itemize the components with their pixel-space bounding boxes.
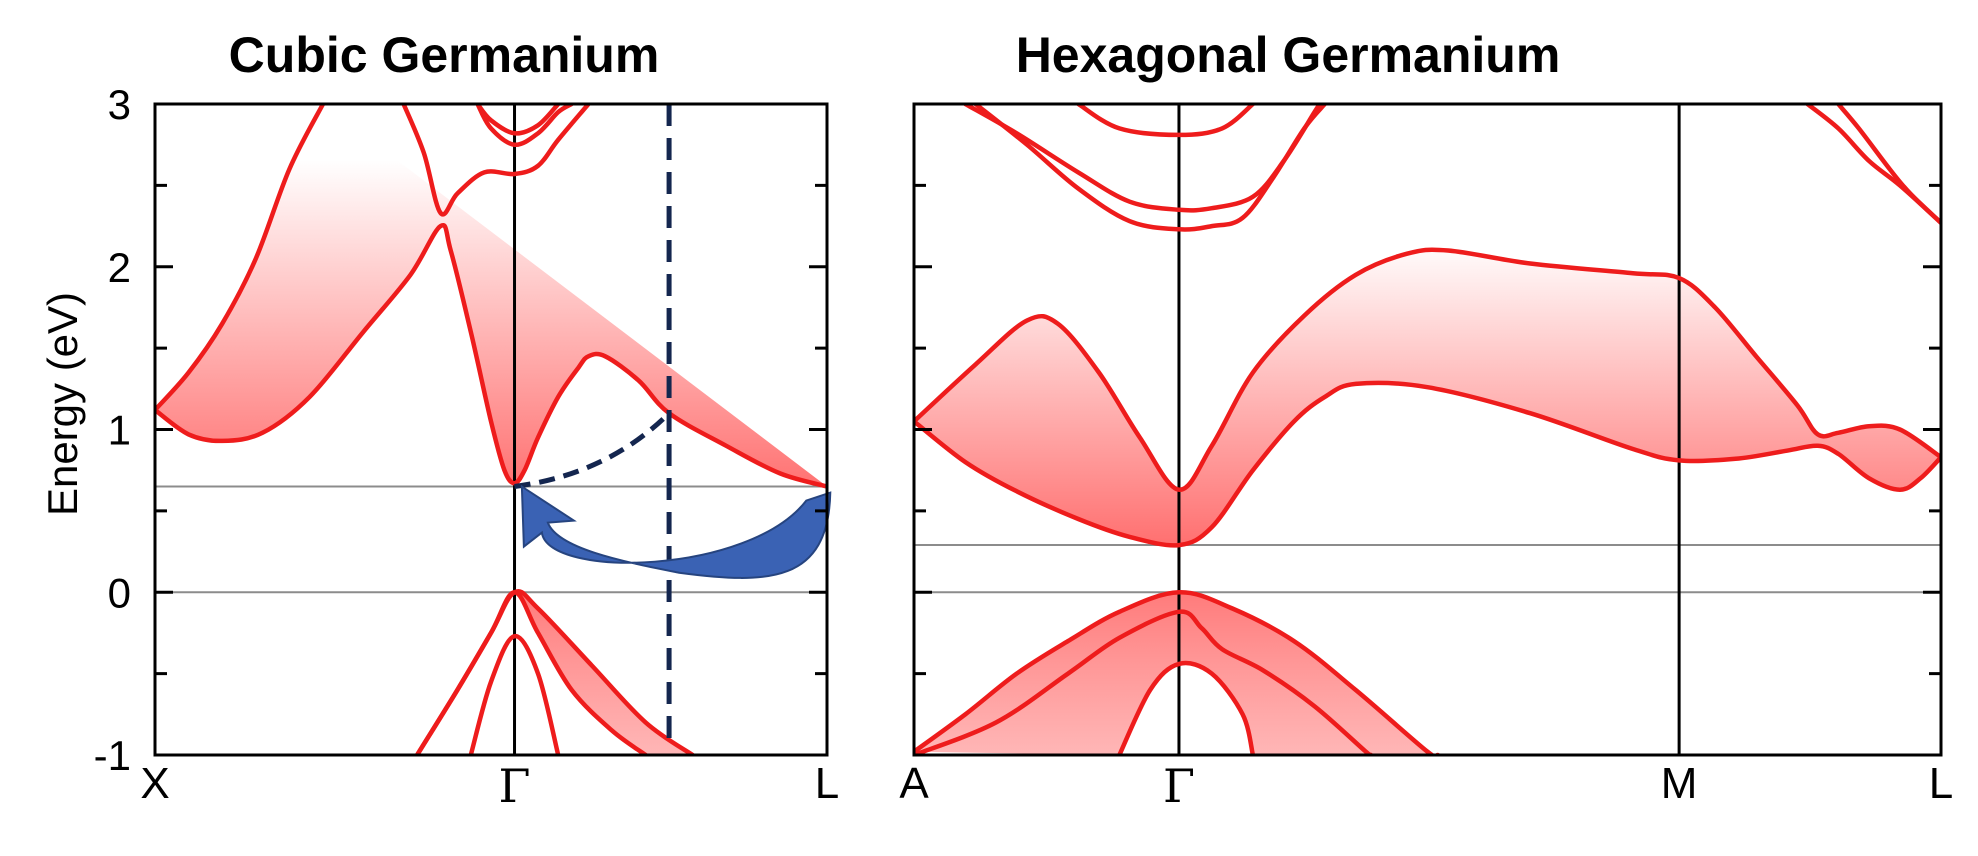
- left-axis-ticks: -1 0 1 2 3: [94, 81, 827, 779]
- band-curve: [1836, 104, 1941, 226]
- band-curve: [475, 104, 574, 147]
- band-curve: [914, 247, 1941, 492]
- y-tick-label: 2: [108, 244, 131, 291]
- dashed-transition-curve: [514, 411, 671, 489]
- band-curve: [401, 104, 591, 217]
- y-tick-label: 0: [108, 569, 131, 616]
- left-reference-lines: [155, 104, 827, 755]
- kpoint-label-l: L: [1929, 759, 1953, 808]
- band-curve: [468, 633, 561, 755]
- left-band-curves: [155, 104, 827, 755]
- right-shaded-bands: [914, 249, 1941, 755]
- kpoint-label-x: X: [140, 759, 169, 808]
- y-tick-label: -1: [94, 732, 131, 779]
- kpoint-label-gamma: Γ: [1163, 759, 1195, 813]
- y-tick-label: 1: [108, 407, 131, 454]
- band-curve: [414, 589, 695, 755]
- band-curve: [475, 104, 561, 136]
- band-curve: [973, 104, 1328, 232]
- band-curve: [914, 609, 1374, 755]
- kpoint-label-gamma: Γ: [499, 759, 531, 813]
- band-curve: [1117, 660, 1256, 755]
- right-axis-ticks: [914, 102, 1941, 757]
- conduction-band-shading: [155, 104, 827, 487]
- band-curve: [414, 590, 648, 755]
- y-tick-label: 3: [108, 81, 131, 128]
- band-curve: [155, 104, 326, 413]
- valence-band-shading: [417, 591, 693, 755]
- kpoint-label-l: L: [815, 759, 839, 808]
- band-curve: [914, 590, 1441, 755]
- right-reference-lines: [914, 104, 1941, 755]
- band-curve: [914, 380, 1941, 548]
- indirect-gap-annotation: [514, 104, 832, 747]
- left-shaded-bands: [155, 104, 827, 755]
- cubic-germanium-panel: -1 0 1 2 3 X Γ L: [94, 81, 840, 813]
- kpoint-label-a: A: [899, 759, 929, 808]
- band-curve: [155, 222, 827, 489]
- indirect-gap-arrow: [520, 484, 832, 579]
- right-band-curves: [914, 104, 1941, 755]
- conduction-band-shading: [914, 249, 1941, 546]
- right-panel-title: Hexagonal Germanium: [1016, 27, 1561, 83]
- left-panel-title: Cubic Germanium: [229, 27, 660, 83]
- band-curve: [963, 104, 1322, 213]
- band-curve: [1076, 104, 1256, 138]
- y-axis-title: Energy (eV): [39, 292, 86, 516]
- kpoint-label-m: M: [1661, 759, 1698, 808]
- valence-band-shading: [914, 592, 1438, 755]
